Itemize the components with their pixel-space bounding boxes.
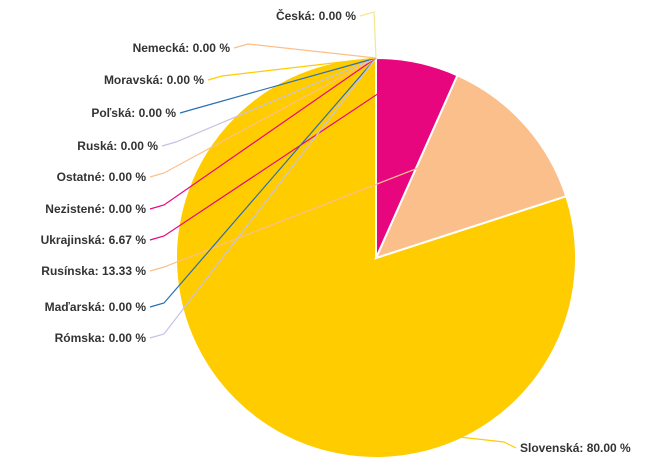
slice-label-moravska: Moravská: 0.00 % (104, 73, 204, 87)
leader-line-nemecka (233, 43, 377, 59)
leader-line-madarska (149, 57, 377, 308)
leader-line-ruska (161, 57, 377, 147)
leader-line-nezistene (149, 57, 377, 210)
leader-line-rusinska (149, 127, 521, 272)
slice-label-polska: Poľská: 0.00 % (91, 106, 176, 120)
slice-label-ukrajinska: Ukrajinská: 6.67 % (41, 233, 147, 247)
leader-line-ostatne (149, 57, 377, 178)
leader-line-ukrajinska (149, 67, 417, 241)
pie-slice-rusinska (374, 73, 568, 260)
leader-line-ceska (359, 11, 377, 59)
leader-line-moravska (207, 57, 377, 81)
slice-label-slovenska: Slovenská: 80.00 % (520, 441, 631, 455)
leader-line-slovenska (261, 414, 517, 449)
slice-label-rusinska: Rusínska: 13.33 % (41, 264, 146, 278)
slice-labels: Slovenská: 80.00 % Rusínska: 13.33 % Ukraj… (41, 8, 631, 455)
slice-label-ruska: Ruská: 0.00 % (77, 139, 158, 153)
pie-slices (175, 56, 577, 459)
leader-line-romska (149, 57, 377, 339)
slice-label-ceska: Česká: 0.00 % (276, 8, 356, 23)
slice-label-nezistene: Nezistené: 0.00 % (45, 202, 146, 216)
pie-slice-ukrajinska (375, 56, 459, 259)
slice-label-ostatne: Ostatné: 0.00 % (57, 170, 147, 184)
leader-lines (149, 11, 521, 449)
slice-label-romska: Rómska: 0.00 % (55, 331, 147, 345)
slice-label-madarska: Maďarská: 0.00 % (45, 300, 147, 314)
slice-label-nemecka: Nemecká: 0.00 % (133, 41, 231, 55)
leader-line-polska (179, 57, 377, 114)
